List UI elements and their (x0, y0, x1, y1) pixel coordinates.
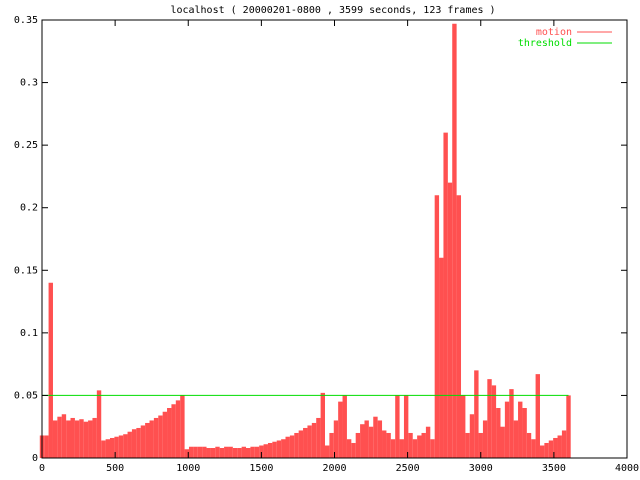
y-tick-label: 0.3 (20, 78, 38, 89)
x-tick-label: 0 (39, 463, 45, 474)
y-tick-label: 0.1 (20, 328, 38, 339)
legend-label: motion (536, 27, 572, 38)
x-tick-label: 1500 (249, 463, 273, 474)
y-tick-label: 0.25 (14, 140, 38, 151)
x-tick-label: 2500 (396, 463, 420, 474)
y-tick-label: 0.35 (14, 15, 38, 26)
chart-title: localhost ( 20000201-0800 , 3599 seconds… (170, 5, 495, 16)
y-tick-label: 0.15 (14, 265, 38, 276)
y-tick-label: 0 (32, 453, 38, 464)
x-tick-label: 500 (106, 463, 124, 474)
x-tick-label: 4000 (615, 463, 639, 474)
x-tick-label: 3500 (542, 463, 566, 474)
y-tick-label: 0.05 (14, 390, 38, 401)
x-tick-label: 2000 (322, 463, 346, 474)
legend-label: threshold (518, 38, 572, 49)
y-tick-label: 0.2 (20, 203, 38, 214)
x-tick-label: 3000 (469, 463, 493, 474)
x-tick-label: 1000 (176, 463, 200, 474)
